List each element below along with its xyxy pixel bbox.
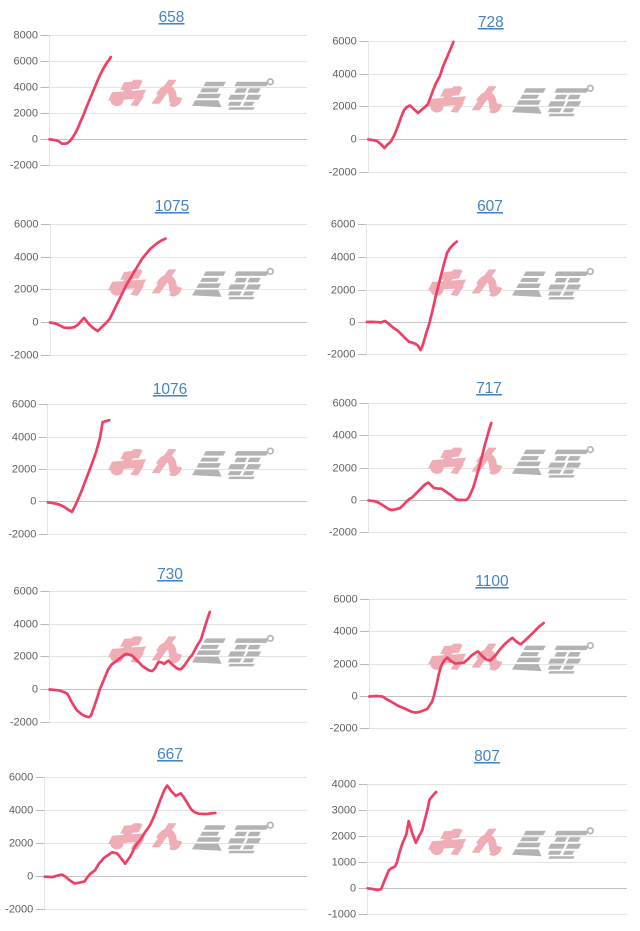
svg-text:-2000: -2000 bbox=[5, 904, 33, 916]
svg-text:0: 0 bbox=[351, 134, 357, 146]
svg-text:2000: 2000 bbox=[14, 108, 38, 120]
svg-text:0: 0 bbox=[349, 317, 355, 329]
svg-text:1076: 1076 bbox=[153, 381, 187, 398]
svg-text:-2000: -2000 bbox=[329, 167, 357, 179]
svg-text:4000: 4000 bbox=[332, 69, 356, 81]
svg-text:728: 728 bbox=[478, 14, 504, 31]
svg-text:-2000: -2000 bbox=[8, 529, 36, 541]
svg-text:0: 0 bbox=[27, 871, 33, 883]
svg-text:2000: 2000 bbox=[12, 464, 36, 476]
svg-text:6000: 6000 bbox=[14, 586, 38, 598]
svg-text:667: 667 bbox=[157, 746, 183, 763]
svg-text:6000: 6000 bbox=[331, 219, 355, 231]
svg-text:-2000: -2000 bbox=[10, 717, 38, 729]
svg-text:6000: 6000 bbox=[332, 36, 356, 48]
svg-text:4000: 4000 bbox=[332, 779, 356, 791]
svg-text:0: 0 bbox=[352, 691, 358, 703]
svg-text:4000: 4000 bbox=[9, 805, 33, 817]
svg-text:6000: 6000 bbox=[333, 398, 357, 410]
svg-text:6000: 6000 bbox=[333, 594, 357, 606]
svg-text:6000: 6000 bbox=[14, 56, 38, 68]
svg-text:2000: 2000 bbox=[331, 285, 355, 297]
svg-text:0: 0 bbox=[32, 134, 38, 146]
svg-text:-2000: -2000 bbox=[329, 527, 357, 539]
svg-text:4000: 4000 bbox=[14, 82, 38, 94]
svg-text:0: 0 bbox=[351, 495, 357, 507]
svg-text:-2000: -2000 bbox=[327, 349, 355, 361]
svg-text:717: 717 bbox=[476, 380, 502, 397]
svg-text:6000: 6000 bbox=[14, 219, 38, 231]
svg-text:8000: 8000 bbox=[14, 30, 38, 42]
svg-text:2000: 2000 bbox=[333, 659, 357, 671]
svg-text:4000: 4000 bbox=[333, 430, 357, 442]
svg-text:1000: 1000 bbox=[332, 857, 356, 869]
svg-text:-2000: -2000 bbox=[330, 723, 358, 735]
svg-text:730: 730 bbox=[157, 566, 183, 583]
svg-text:807: 807 bbox=[474, 748, 500, 765]
svg-text:2000: 2000 bbox=[333, 463, 357, 475]
svg-text:0: 0 bbox=[32, 684, 38, 696]
svg-text:0: 0 bbox=[30, 496, 36, 508]
svg-text:4000: 4000 bbox=[12, 432, 36, 444]
svg-text:4000: 4000 bbox=[331, 252, 355, 264]
svg-text:-2000: -2000 bbox=[10, 350, 38, 362]
svg-text:1075: 1075 bbox=[155, 198, 189, 215]
svg-text:2000: 2000 bbox=[332, 831, 356, 843]
svg-text:6000: 6000 bbox=[12, 399, 36, 411]
svg-text:4000: 4000 bbox=[333, 626, 357, 638]
svg-text:2000: 2000 bbox=[9, 838, 33, 850]
svg-text:6000: 6000 bbox=[9, 772, 33, 784]
svg-text:2000: 2000 bbox=[14, 284, 38, 296]
svg-text:3000: 3000 bbox=[332, 805, 356, 817]
svg-text:-1000: -1000 bbox=[328, 909, 356, 921]
svg-text:607: 607 bbox=[477, 198, 503, 215]
svg-text:-2000: -2000 bbox=[10, 160, 38, 172]
svg-text:2000: 2000 bbox=[14, 651, 38, 663]
svg-text:658: 658 bbox=[159, 9, 185, 26]
svg-text:0: 0 bbox=[32, 317, 38, 329]
svg-text:2000: 2000 bbox=[332, 101, 356, 113]
svg-text:4000: 4000 bbox=[14, 252, 38, 264]
svg-text:1100: 1100 bbox=[475, 573, 509, 590]
svg-text:4000: 4000 bbox=[14, 619, 38, 631]
svg-text:0: 0 bbox=[350, 883, 356, 895]
